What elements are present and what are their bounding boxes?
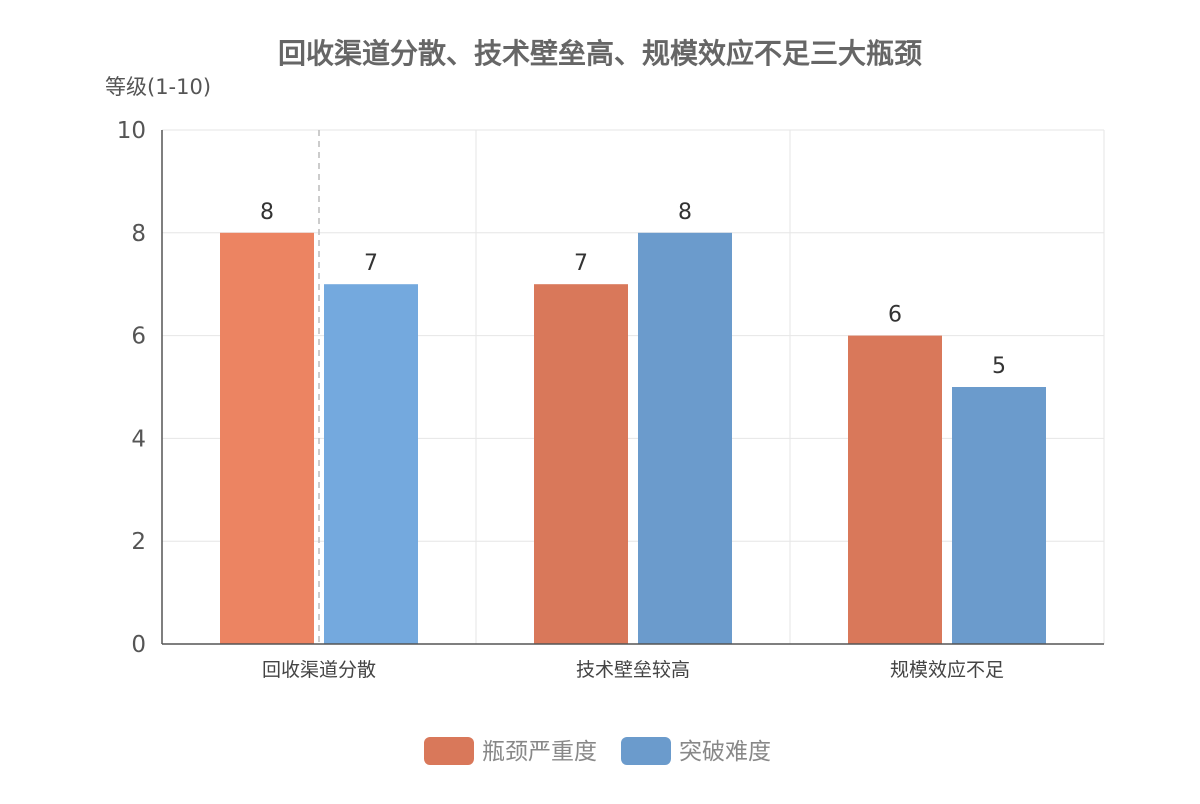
data-label: 6	[888, 303, 902, 328]
y-tick-label: 8	[131, 221, 146, 247]
data-label: 8	[678, 200, 692, 225]
y-axis-label: 等级(1-10)	[105, 75, 211, 99]
bar-difficulty[interactable]	[952, 387, 1046, 644]
bar-severity[interactable]	[848, 335, 942, 644]
legend-swatch	[424, 737, 474, 765]
axes-group	[161, 130, 1104, 645]
bar-severity[interactable]	[534, 284, 628, 644]
y-tick-label: 4	[131, 426, 146, 452]
legend-item-severity[interactable]: 瓶颈严重度	[424, 737, 597, 765]
data-label: 7	[574, 251, 588, 276]
legend-swatch	[621, 737, 671, 765]
x-tick-label: 技术壁垒较高	[576, 659, 690, 681]
y-tick-label: 2	[131, 529, 146, 555]
bar-difficulty[interactable]	[638, 232, 732, 645]
legend-item-difficulty[interactable]: 突破难度	[621, 737, 771, 765]
y-tick-label: 10	[117, 118, 146, 144]
x-tick-label: 回收渠道分散	[262, 659, 376, 681]
x-tick-label: 规模效应不足	[890, 659, 1004, 681]
y-tick-label: 6	[131, 324, 146, 350]
legend[interactable]: 瓶颈严重度 突破难度	[424, 737, 771, 765]
chart-title: 回收渠道分散、技术壁垒高、规模效应不足三大瓶颈	[278, 37, 922, 70]
bar-severity[interactable]	[220, 232, 314, 645]
legend-label: 瓶颈严重度	[482, 739, 597, 765]
data-label: 5	[992, 354, 1006, 379]
labels-group: 0 2 4 6 8 10 8 7 回收渠道分散 7 8 技术壁垒较高 6 5 规模效应不足	[117, 118, 1006, 681]
data-label: 7	[364, 251, 378, 276]
bars-group	[220, 232, 1046, 645]
legend-label: 突破难度	[679, 739, 771, 765]
y-tick-label: 0	[131, 632, 146, 658]
data-label: 8	[260, 200, 274, 225]
bar-difficulty[interactable]	[324, 284, 418, 644]
